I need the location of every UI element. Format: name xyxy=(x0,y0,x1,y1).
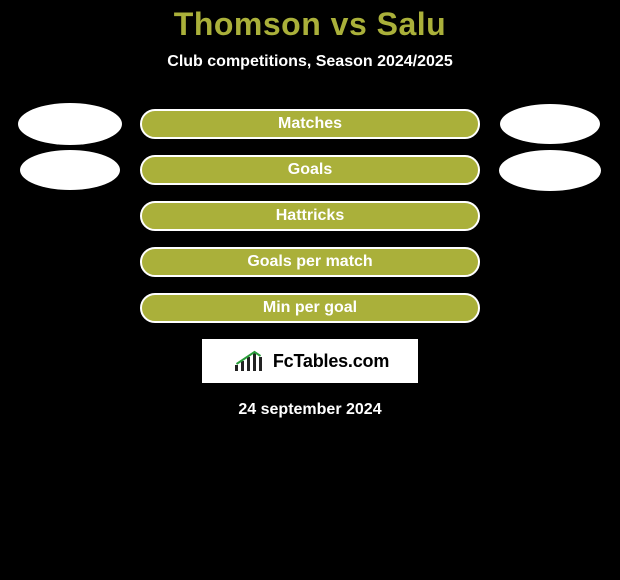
right-bubble xyxy=(499,150,601,191)
stat-row: Hattricks xyxy=(0,201,620,231)
bar-chart-icon xyxy=(231,349,267,373)
stat-rows: Matches Goals Hattricks Goals per match Min … xyxy=(0,109,620,323)
stat-label: Goals xyxy=(288,161,332,179)
right-value-zone xyxy=(490,104,610,144)
left-value-zone xyxy=(10,103,130,145)
stat-bar: Goals per match xyxy=(140,247,480,277)
right-bubble xyxy=(500,104,600,144)
page-title: Thomson vs Salu xyxy=(0,0,620,43)
left-bubble xyxy=(20,150,120,190)
stat-row: Goals per match xyxy=(0,247,620,277)
stat-row: Matches xyxy=(0,109,620,139)
logo-text: FcTables.com xyxy=(273,351,389,372)
stat-row: Goals xyxy=(0,155,620,185)
left-bubble xyxy=(18,103,122,145)
stat-bar: Matches xyxy=(140,109,480,139)
stat-label: Goals per match xyxy=(247,253,372,271)
date-text: 24 september 2024 xyxy=(0,401,620,419)
subtitle: Club competitions, Season 2024/2025 xyxy=(0,53,620,71)
right-value-zone xyxy=(490,150,610,191)
stat-label: Hattricks xyxy=(276,207,344,225)
stat-label: Matches xyxy=(278,115,342,133)
stat-bar: Hattricks xyxy=(140,201,480,231)
stat-label: Min per goal xyxy=(263,299,357,317)
stat-bar: Goals xyxy=(140,155,480,185)
stat-row: Min per goal xyxy=(0,293,620,323)
left-value-zone xyxy=(10,150,130,190)
logo-box: FcTables.com xyxy=(202,339,418,383)
comparison-card: Thomson vs Salu Club competitions, Seaso… xyxy=(0,0,620,580)
stat-bar: Min per goal xyxy=(140,293,480,323)
